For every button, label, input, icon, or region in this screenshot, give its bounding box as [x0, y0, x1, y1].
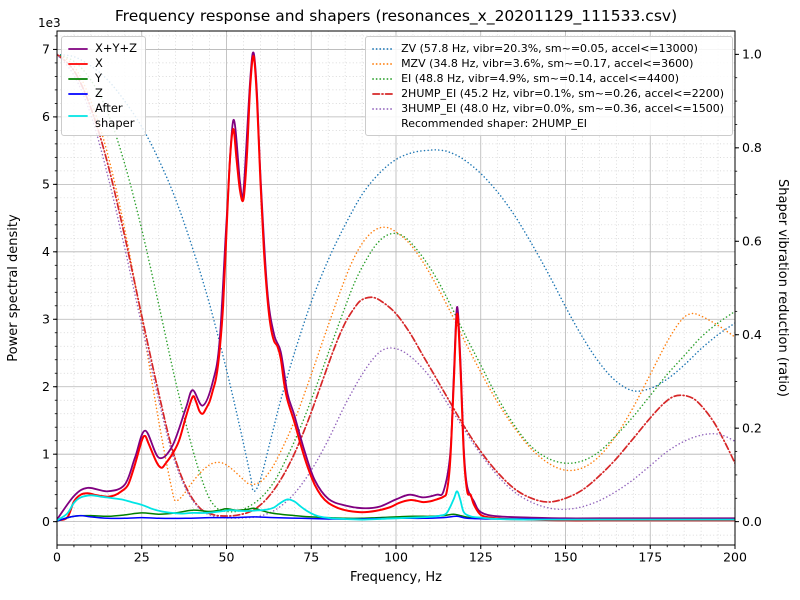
legend-left: X+Y+Z X Y Z After shaper — [61, 36, 147, 136]
y-axis-label-left: Power spectral density — [6, 214, 21, 362]
y-right-tick-label: 0.8 — [742, 140, 762, 155]
legend-row: MZV (34.8 Hz, vibr=3.6%, sm~=0.17, accel… — [372, 56, 724, 71]
legend-row: Z — [68, 86, 137, 101]
y-left-tick-label: 3 — [42, 311, 50, 326]
legend-label: After shaper — [95, 101, 135, 130]
legend-label: Z — [95, 86, 103, 100]
legend-label: MZV (34.8 Hz, vibr=3.6%, sm~=0.17, accel… — [401, 57, 694, 70]
legend-line-sample — [68, 77, 88, 80]
y-right-tick-label: 0.4 — [742, 327, 762, 342]
y-left-tick-label: 1 — [42, 446, 50, 461]
legend-line-sample — [372, 107, 394, 110]
x-tick-label: 25 — [134, 550, 150, 565]
y-left-tick-label: 7 — [42, 42, 50, 57]
y-left-tick-label: 5 — [42, 177, 50, 192]
x-tick-label: 125 — [469, 550, 493, 565]
y-right-tick-label: 1.0 — [742, 47, 762, 62]
x-axis-label: Frequency, Hz — [350, 570, 442, 585]
y-right-tick-label: 0.0 — [742, 514, 762, 529]
legend-label: 2HUMP_EI (45.2 Hz, vibr=0.1%, sm~=0.26, … — [401, 87, 724, 100]
y-right-tick-label: 0.6 — [742, 233, 762, 248]
legend-row: X — [68, 56, 137, 71]
x-tick-label: 200 — [723, 550, 747, 565]
x-tick-label: 175 — [638, 550, 662, 565]
legend-row: X+Y+Z — [68, 41, 137, 56]
legend-line-sample — [68, 47, 88, 50]
legend-row: EI (48.8 Hz, vibr=4.9%, sm~=0.14, accel<… — [372, 71, 724, 86]
legend-label: ZV (57.8 Hz, vibr=20.3%, sm~=0.05, accel… — [401, 42, 698, 55]
y-axis-label-right: Shaper vibration reduction (ratio) — [775, 179, 790, 397]
legend-row: ZV (57.8 Hz, vibr=20.3%, sm~=0.05, accel… — [372, 41, 724, 56]
legend-row: After shaper — [68, 101, 137, 131]
legend-line-sample — [68, 115, 88, 117]
y-left-tick-label: 4 — [42, 244, 50, 259]
chart-title: Frequency response and shapers (resonanc… — [115, 7, 677, 26]
legend-label: X — [95, 56, 103, 70]
series-line-EI — [57, 53, 735, 513]
x-tick-label: 75 — [303, 550, 319, 565]
legend-row: Y — [68, 71, 137, 86]
legend-label: Y — [95, 71, 103, 85]
legend-row: 2HUMP_EI (45.2 Hz, vibr=0.1%, sm~=0.26, … — [372, 86, 724, 101]
legend-line-sample — [68, 92, 88, 95]
legend-label: EI (48.8 Hz, vibr=4.9%, sm~=0.14, accel<… — [401, 72, 680, 85]
x-tick-label: 150 — [554, 550, 578, 565]
legend-right: ZV (57.8 Hz, vibr=20.3%, sm~=0.05, accel… — [365, 36, 733, 136]
x-tick-label: 100 — [384, 550, 408, 565]
series-line-3HUMP_EI — [57, 53, 735, 519]
series-line-X — [57, 55, 735, 522]
legend-line-sample — [372, 62, 394, 65]
y-axis-offset-text: 1e3 — [38, 16, 61, 30]
series-line-2HUMP_EI — [57, 53, 735, 517]
x-tick-label: 0 — [53, 550, 61, 565]
legend-line-sample — [372, 47, 394, 50]
legend-label: X+Y+Z — [95, 41, 138, 55]
series-line-ZV — [57, 53, 735, 493]
y-left-tick-label: 6 — [42, 109, 50, 124]
legend-line-sample — [68, 62, 88, 65]
legend-recommended-shaper: Recommended shaper: 2HUMP_EI — [401, 117, 588, 130]
y-left-tick-label: 2 — [42, 379, 50, 394]
series-line-MZV — [57, 53, 735, 502]
legend-line-sample — [372, 92, 394, 95]
legend-label: 3HUMP_EI (48.0 Hz, vibr=0.0%, sm~=0.36, … — [401, 102, 724, 115]
legend-line-sample — [372, 77, 394, 80]
legend-row: 3HUMP_EI (48.0 Hz, vibr=0.0%, sm~=0.36, … — [372, 101, 724, 116]
y-right-tick-label: 0.2 — [742, 420, 762, 435]
x-tick-label: 50 — [219, 550, 235, 565]
series-line-After-shaper — [57, 490, 735, 522]
y-left-tick-label: 0 — [42, 514, 50, 529]
